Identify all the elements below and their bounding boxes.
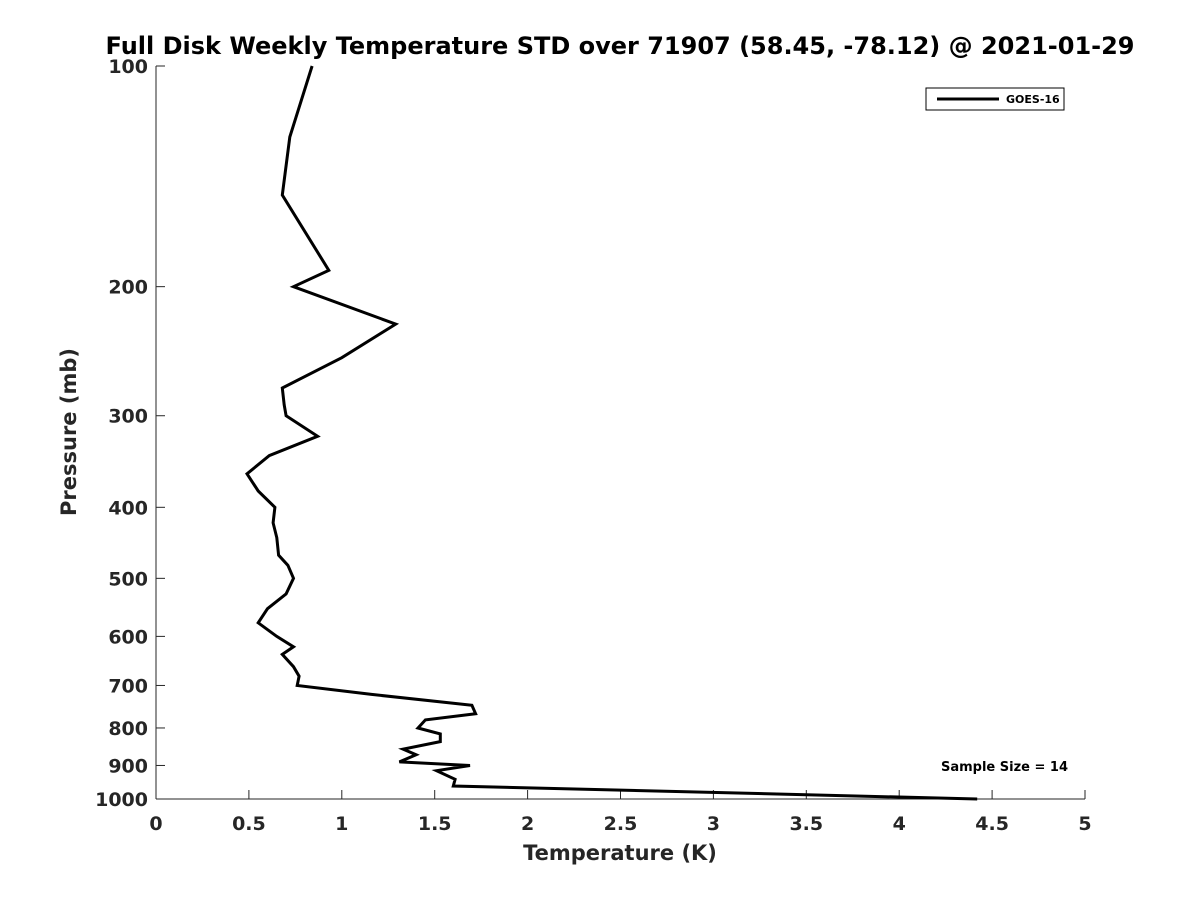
x-axis-ticks: 0 0.5 1 1.5 2 2.5 3 3.5 4 4.5 5 [149,790,1092,835]
y-tick-label: 200 [108,277,148,299]
x-tick-label: 4 [893,813,906,835]
x-axis-label: Temperature (K) [523,841,717,865]
series-layer [245,65,978,801]
y-axis-ticks: 100 200 300 400 500 600 700 800 900 1000 [95,56,165,811]
x-tick-label: 0.5 [232,813,266,835]
series-line-goes-16 [245,65,978,801]
legend-label-goes-16: GOES-16 [1006,93,1060,106]
x-tick-label: 2 [521,813,534,835]
y-tick-label: 800 [108,718,148,740]
x-tick-label: 5 [1078,813,1091,835]
axes [155,66,1085,800]
legend: GOES-16 [925,87,1065,111]
x-tick-label: 2.5 [604,813,638,835]
x-tick-label: 4.5 [975,813,1009,835]
plot-frame [156,66,1085,799]
y-tick-label: 900 [108,755,148,777]
y-tick-label: 600 [108,626,148,648]
y-axis-label: Pressure (mb) [57,348,81,516]
x-tick-label: 3 [707,813,720,835]
x-tick-label: 1.5 [418,813,452,835]
y-tick-label: 700 [108,675,148,697]
x-tick-label: 1 [335,813,348,835]
y-tick-label: 400 [108,497,148,519]
y-tick-label: 100 [108,56,148,78]
y-tick-label: 300 [108,406,148,428]
y-tick-label: 500 [108,568,148,590]
x-tick-label: 0 [149,813,162,835]
x-tick-label: 3.5 [789,813,823,835]
y-tick-label: 1000 [95,789,148,811]
sample-size-annotation: Sample Size = 14 [941,760,1068,775]
chart-title: Full Disk Weekly Temperature STD over 71… [106,32,1135,60]
